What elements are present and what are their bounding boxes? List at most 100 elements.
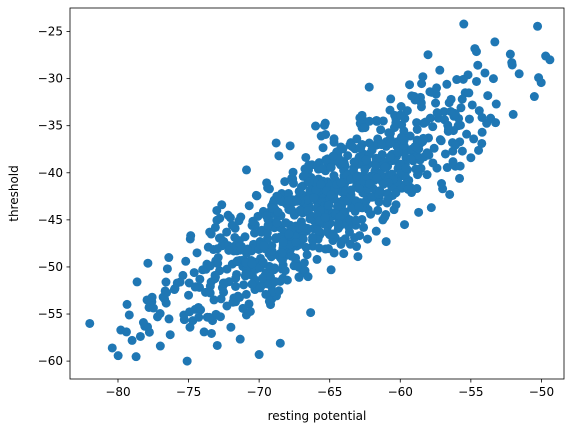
scatter-point <box>507 60 517 70</box>
scatter-point <box>308 232 318 242</box>
scatter-point <box>407 91 417 101</box>
scatter-point <box>258 273 268 283</box>
scatter-point <box>364 82 374 92</box>
scatter-point <box>247 259 257 269</box>
y-tick-label: −40 <box>38 166 63 180</box>
scatter-point <box>303 272 313 282</box>
scatter-point <box>367 192 377 202</box>
scatter-point <box>326 265 336 275</box>
scatter-point <box>361 155 371 165</box>
scatter-point <box>391 118 401 128</box>
scatter-point <box>483 91 493 101</box>
scatter-point <box>337 236 347 246</box>
scatter-point <box>352 172 362 182</box>
scatter-point <box>467 100 477 110</box>
scatter-point <box>138 318 148 328</box>
scatter-point <box>353 252 363 262</box>
scatter-point <box>204 312 214 322</box>
scatter-point <box>144 327 154 337</box>
scatter-point <box>439 107 449 117</box>
scatter-point <box>182 356 192 366</box>
scatter-point <box>224 245 234 255</box>
scatter-point <box>440 149 450 159</box>
scatter-point <box>280 266 290 276</box>
scatter-point <box>254 350 264 360</box>
scatter-point <box>412 124 422 134</box>
scatter-point <box>425 113 435 123</box>
scatter-point <box>264 184 274 194</box>
scatter-point <box>474 145 484 155</box>
scatter-point <box>359 222 369 232</box>
x-tick-label: −70 <box>246 385 271 399</box>
scatter-point <box>380 162 390 172</box>
scatter-point <box>365 179 375 189</box>
scatter-point <box>312 254 322 264</box>
scatter-point <box>324 200 334 210</box>
scatter-point <box>363 234 373 244</box>
scatter-point <box>488 74 498 84</box>
scatter-point <box>422 170 432 180</box>
scatter-point <box>235 334 245 344</box>
scatter-point <box>505 49 515 59</box>
scatter-point <box>107 343 117 353</box>
scatter-point <box>306 308 316 318</box>
scatter-point <box>178 270 188 280</box>
x-tick-label: −60 <box>388 385 413 399</box>
scatter-point <box>384 128 394 138</box>
scatter-point <box>429 143 439 153</box>
scatter-point <box>127 335 137 345</box>
scatter-point <box>455 120 465 130</box>
scatter-point <box>298 222 308 232</box>
scatter-point <box>185 307 195 317</box>
scatter-point <box>311 121 321 131</box>
scatter-point <box>313 226 323 236</box>
scatter-point <box>215 213 225 223</box>
scatter-point <box>400 220 410 230</box>
scatter-point <box>264 296 274 306</box>
scatter-point <box>413 168 423 178</box>
scatter-point <box>508 109 518 119</box>
scatter-point <box>245 306 255 316</box>
scatter-point <box>378 215 388 225</box>
scatter-point <box>278 237 288 247</box>
scatter-point <box>230 232 240 242</box>
scatter-point <box>386 94 396 104</box>
scatter-point <box>491 118 501 128</box>
scatter-point <box>385 152 395 162</box>
scatter-point <box>364 116 374 126</box>
scatter-point <box>435 135 445 145</box>
scatter-point <box>399 136 409 146</box>
scatter-point <box>216 294 226 304</box>
scatter-point <box>431 98 441 108</box>
scatter-point <box>403 184 413 194</box>
scatter-point <box>284 229 294 239</box>
y-tick-label: −45 <box>38 213 63 227</box>
scatter-point <box>446 106 456 116</box>
scatter-point <box>456 103 466 113</box>
y-tick-label: −55 <box>38 307 63 321</box>
scatter-point <box>280 218 290 228</box>
scatter-point <box>405 80 415 90</box>
scatter-point <box>435 65 445 75</box>
scatter-point <box>351 215 361 225</box>
scatter-point <box>355 231 365 241</box>
scatter-point <box>255 283 265 293</box>
y-tick-label: −50 <box>38 260 63 274</box>
scatter-point <box>269 265 279 275</box>
scatter-point <box>477 127 487 137</box>
scatter-point <box>241 289 251 299</box>
scatter-point <box>412 118 422 128</box>
scatter-point <box>332 202 342 212</box>
scatter-point <box>357 110 367 120</box>
scatter-point <box>326 162 336 172</box>
scatter-point <box>393 147 403 157</box>
scatter-point <box>244 201 254 211</box>
scatter-point <box>231 281 241 291</box>
x-tick-label: −80 <box>105 385 130 399</box>
scatter-point <box>287 205 297 215</box>
scatter-point <box>262 228 272 238</box>
scatter-point <box>455 161 465 171</box>
scatter-point <box>442 79 452 89</box>
scatter-point <box>161 277 171 287</box>
scatter-point <box>378 116 388 126</box>
